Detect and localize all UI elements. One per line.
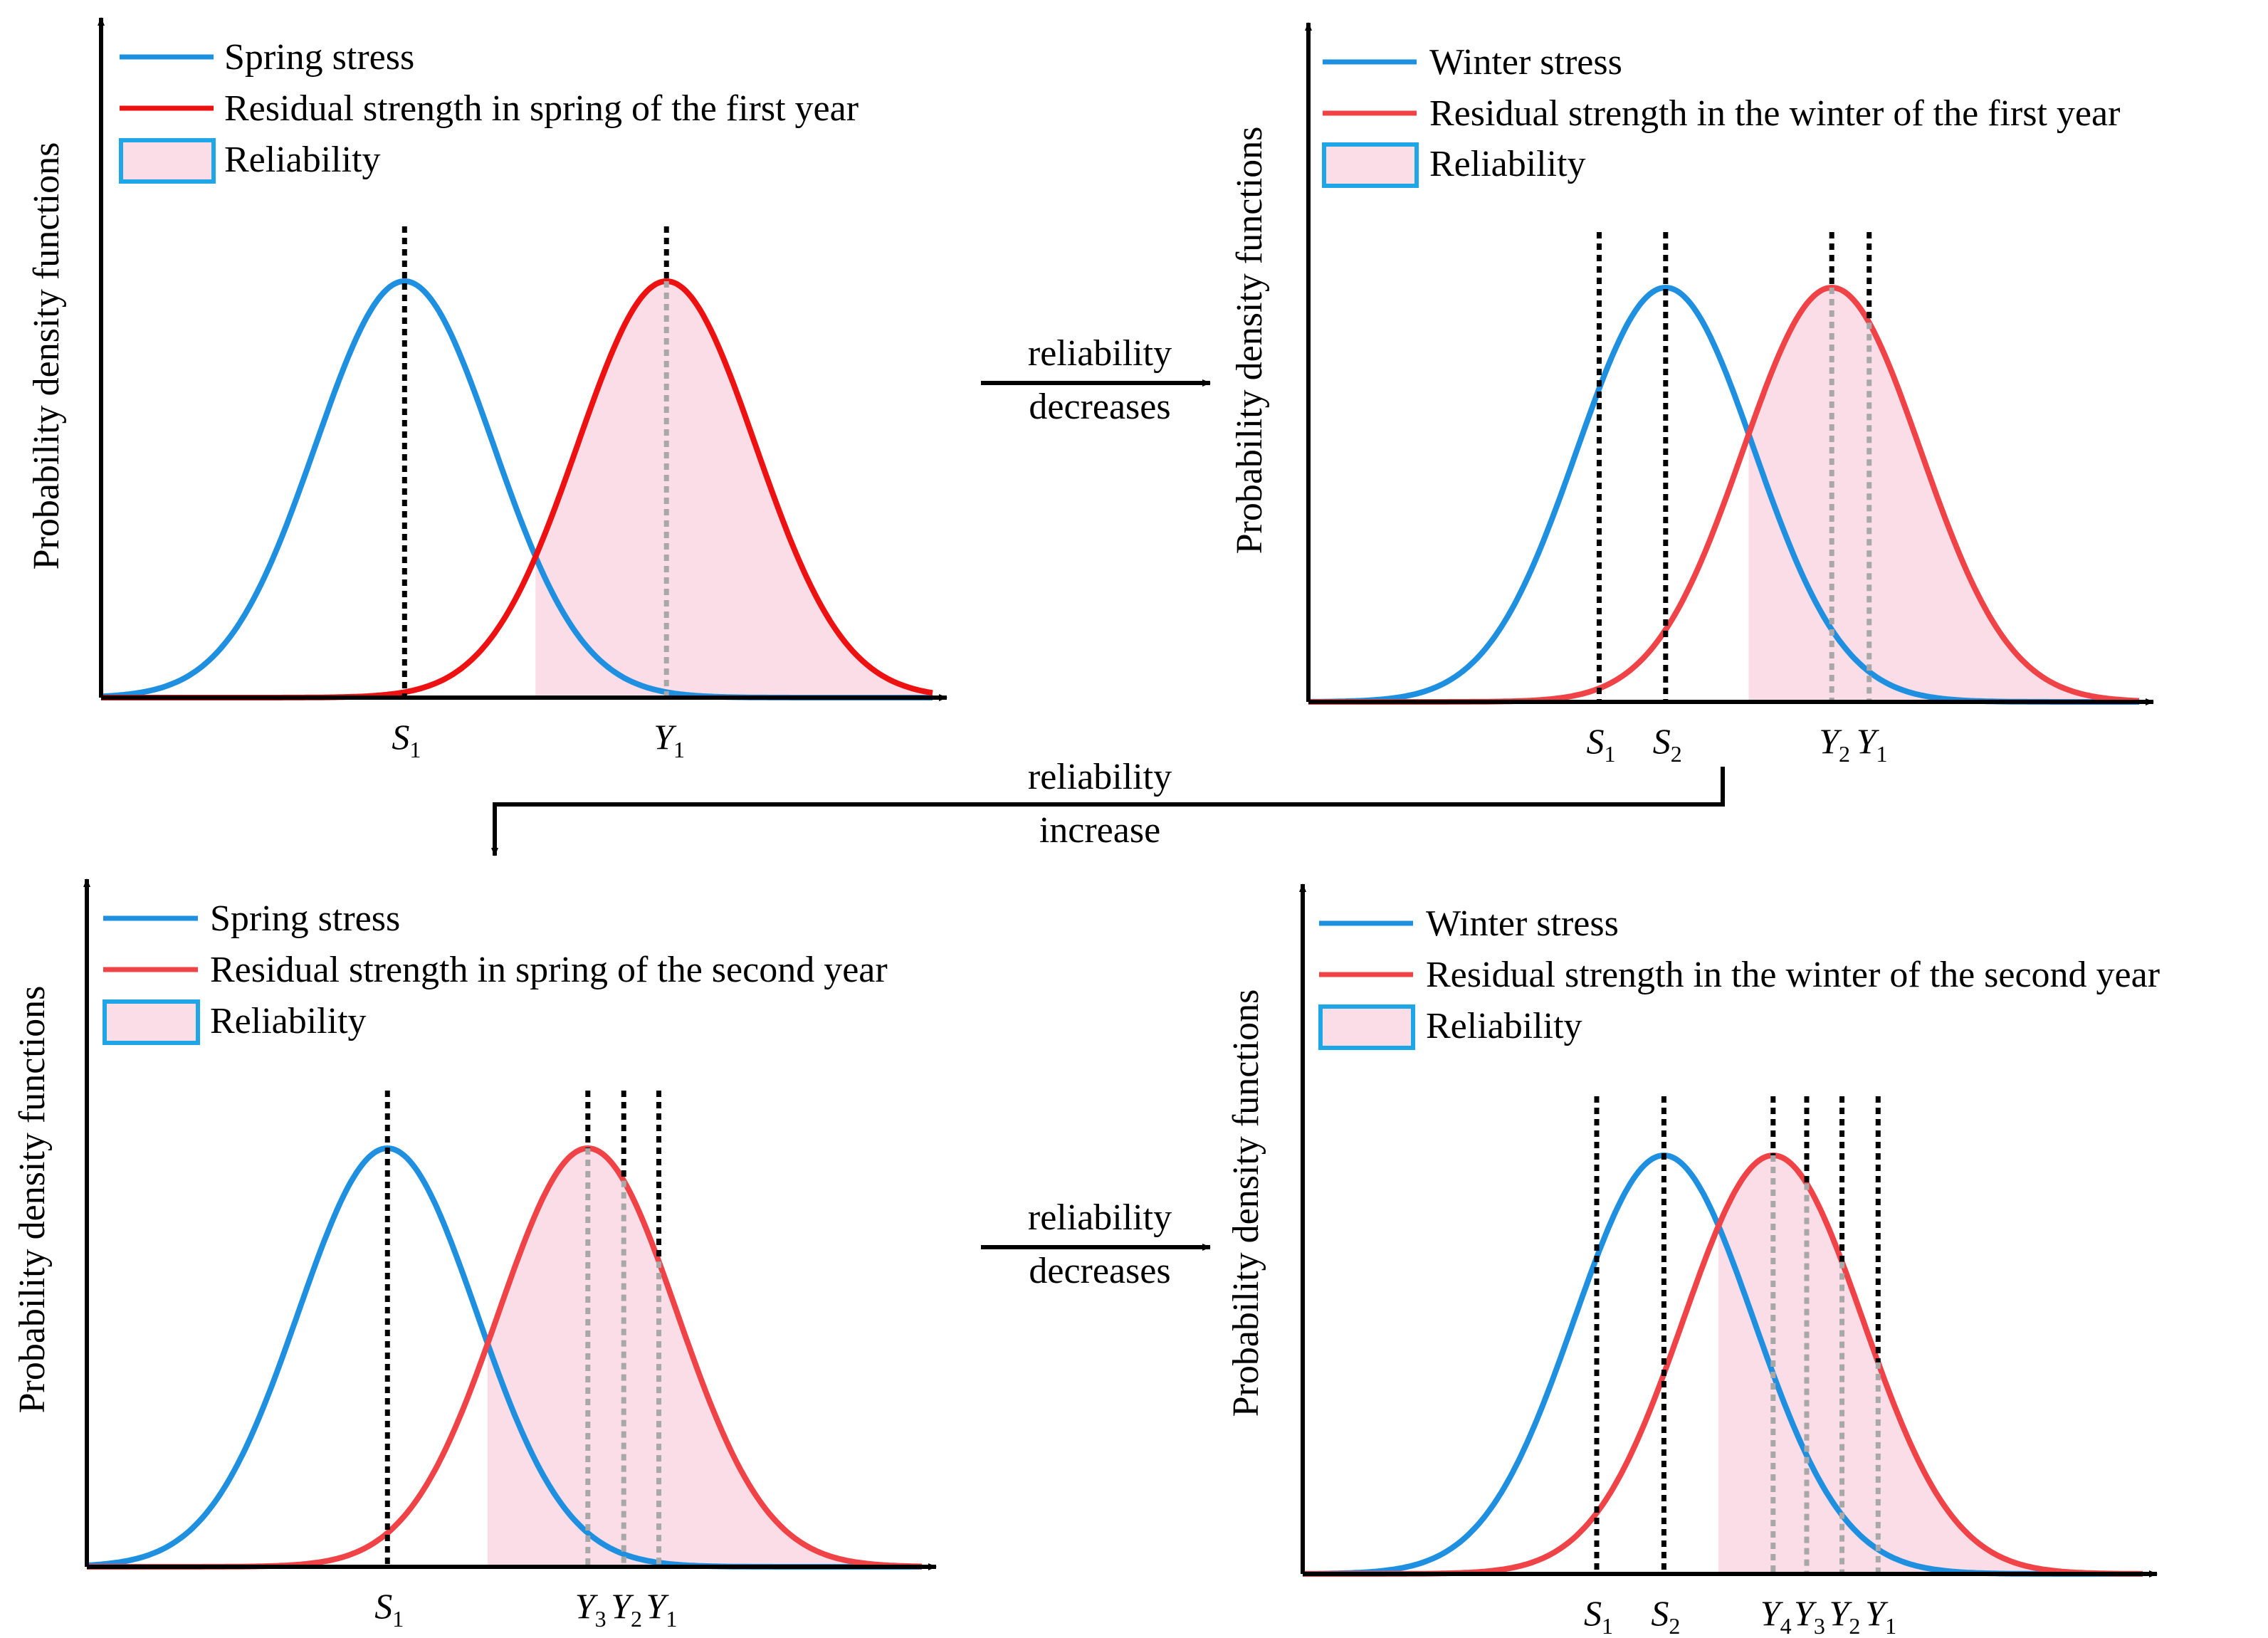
transition-label-line2: decreases	[1029, 1251, 1170, 1291]
tick-label-Y1: Y1	[1857, 721, 1888, 767]
legend: Winter stress Residual strength in the w…	[1322, 42, 2120, 188]
transition-arrow-winter-to-spring: reliability increase	[491, 757, 1725, 856]
panel-winter-second-year: Winter stress Residual strength in the w…	[1226, 883, 2160, 1638]
legend-strength-label: Residual strength in spring of the secon…	[210, 950, 888, 990]
panel-spring-second-year: Spring stress Residual strength in sprin…	[12, 878, 937, 1632]
stress-curve	[1308, 284, 2139, 705]
legend-stress-label: Spring stress	[224, 37, 414, 78]
tick-label-Y3: Y3	[1794, 1593, 1825, 1638]
tick-label-Y3: Y3	[575, 1586, 607, 1632]
reliability-area	[1718, 1155, 2143, 1574]
legend-stress-label: Winter stress	[1429, 42, 1622, 83]
y-axis-label: Probability density functions	[1229, 127, 1270, 555]
transition-label-line2: increase	[1039, 810, 1160, 851]
y-axis-label: Probability density functions	[1226, 989, 1266, 1417]
legend-reliability-label: Reliability	[210, 1001, 367, 1041]
legend-reliability-label: Reliability	[224, 140, 381, 180]
legend-reliability-label: Reliability	[1429, 144, 1586, 184]
transition-arrow-spring-to-winter: reliability decreases	[981, 333, 1211, 427]
legend-stress-label: Spring stress	[210, 898, 400, 939]
legend: Spring stress Residual strength in sprin…	[119, 37, 859, 184]
legend-reliability-swatch	[119, 138, 216, 184]
tick-label-S1: S1	[1584, 1593, 1613, 1638]
legend-strength-label: Residual strength in the winter of the s…	[1426, 955, 2160, 995]
legend: Spring stress Residual strength in sprin…	[103, 898, 888, 1045]
legend-strength-label: Residual strength in spring of the first…	[224, 88, 859, 129]
legend: Winter stress Residual strength in the w…	[1318, 903, 2160, 1050]
tick-label-S1: S1	[1586, 721, 1615, 767]
tick-label-Y1: Y1	[1865, 1593, 1896, 1638]
reliability-area	[1748, 288, 2139, 702]
legend-reliability-swatch	[1322, 142, 1419, 188]
panel-winter-first-year: Winter stress Residual strength in the w…	[1229, 22, 2154, 767]
transition-arrow-line	[491, 767, 1725, 856]
tick-label-S1: S1	[374, 1586, 404, 1632]
tick-label-Y1: Y1	[646, 1586, 678, 1632]
tick-label-S2: S2	[1653, 721, 1682, 767]
legend-reliability-swatch	[103, 999, 200, 1045]
transition-label-line2: decreases	[1029, 387, 1170, 427]
transition-label-line1: reliability	[1028, 757, 1172, 797]
transition-label-line1: reliability	[1028, 1197, 1172, 1238]
transition-label-line1: reliability	[1028, 333, 1172, 374]
legend-strength-label: Residual strength in the winter of the f…	[1429, 93, 2120, 134]
y-axis-label: Probability density functions	[12, 986, 53, 1414]
reliability-area	[535, 281, 933, 698]
tick-label-Y2: Y2	[1819, 721, 1850, 767]
tick-label-S2: S2	[1651, 1593, 1680, 1638]
tick-label-Y2: Y2	[1829, 1593, 1861, 1638]
legend-stress-label: Winter stress	[1426, 903, 1619, 944]
tick-label-Y2: Y2	[611, 1586, 642, 1632]
tick-label-Y1: Y1	[653, 717, 685, 762]
panel-spring-first-year: Spring stress Residual strength in sprin…	[26, 17, 947, 762]
tick-label-Y4: Y4	[1760, 1593, 1792, 1638]
legend-reliability-label: Reliability	[1426, 1006, 1582, 1046]
transition-arrow-spring-to-winter-second-year: reliability decreases	[981, 1197, 1211, 1291]
reliability-area	[488, 1148, 922, 1567]
y-axis-label: Probability density functions	[26, 142, 67, 570]
legend-reliability-swatch	[1318, 1004, 1415, 1050]
tick-label-S1: S1	[392, 717, 421, 762]
strength-curve	[1308, 284, 2140, 705]
